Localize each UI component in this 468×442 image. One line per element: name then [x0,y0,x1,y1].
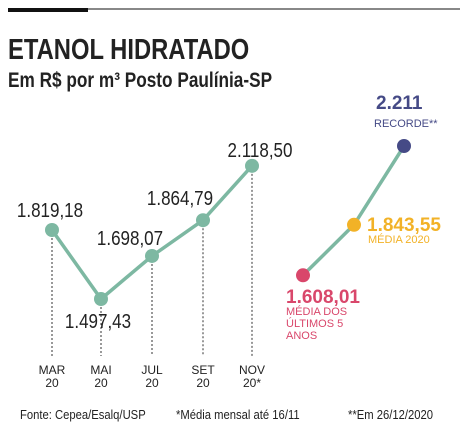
value-label: 1.864,79 [146,188,214,210]
highlight-label: MÉDIA DOS ÚLTIMOS 5 ANOS [286,306,348,342]
value-label: 1.819,18 [16,200,84,222]
footnote: *Média mensal até 16/11 [176,408,300,422]
chart-subtitle: Em R$ por m³ Posto Paulínia-SP [8,69,273,92]
x-tick-label: MAR 20 [38,363,66,390]
highlight-line [301,145,406,277]
highlight-point [347,217,361,232]
value-label: 1.497,43 [64,311,132,333]
x-tick-label: MAI 20 [90,363,112,390]
data-point [45,223,59,238]
top-bar [8,8,88,12]
value-label: 1.698,07 [96,228,164,250]
data-point [145,248,159,263]
footnote: **Em 26/12/2020 [348,408,434,422]
footnote: Fonte: Cepea/Esalq/USP [20,408,146,422]
x-tick-label: SET 20 [191,363,215,390]
x-tick-label: JUL 20 [141,363,163,390]
highlight-label: RECORDE** [374,118,438,130]
data-point [196,213,210,228]
highlight-value: 1.843,55 [367,215,441,236]
x-tick-label: NOV 20* [238,363,265,390]
highlight-value: 1.608,01 [286,287,360,308]
data-point [94,292,108,306]
data-point [245,158,259,173]
highlight-label: MÉDIA 2020 [368,234,430,246]
value-label: 2.118,50 [227,140,293,162]
chart-title: ETANOL HIDRATADO [8,34,250,66]
highlight-point [397,139,411,153]
highlight-value: 2.211 [376,93,423,114]
highlight-point [296,268,310,283]
